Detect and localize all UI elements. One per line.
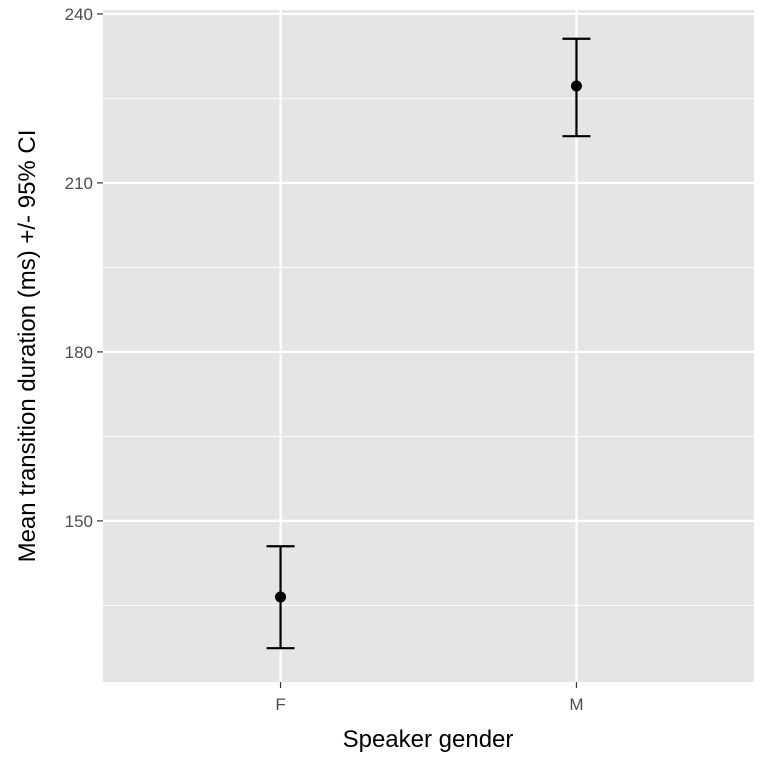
mean-point — [275, 591, 287, 603]
x-tick-label: M — [569, 695, 583, 714]
y-tick-label: 180 — [65, 343, 93, 362]
y-tick-label: 150 — [65, 512, 93, 531]
y-tick-label: 240 — [65, 5, 93, 24]
minor-gridlines — [103, 97, 754, 606]
data-marks — [266, 37, 591, 650]
plot-panel — [103, 10, 754, 682]
x-tick-label: F — [275, 695, 285, 714]
y-axis-title: Mean transition duration (ms) +/- 95% CI — [14, 130, 41, 563]
y-tick-label: 210 — [65, 174, 93, 193]
mean-point — [570, 80, 582, 92]
x-axis-title: Speaker gender — [343, 726, 514, 753]
y-axis: 150 180 210 240 — [65, 5, 103, 531]
